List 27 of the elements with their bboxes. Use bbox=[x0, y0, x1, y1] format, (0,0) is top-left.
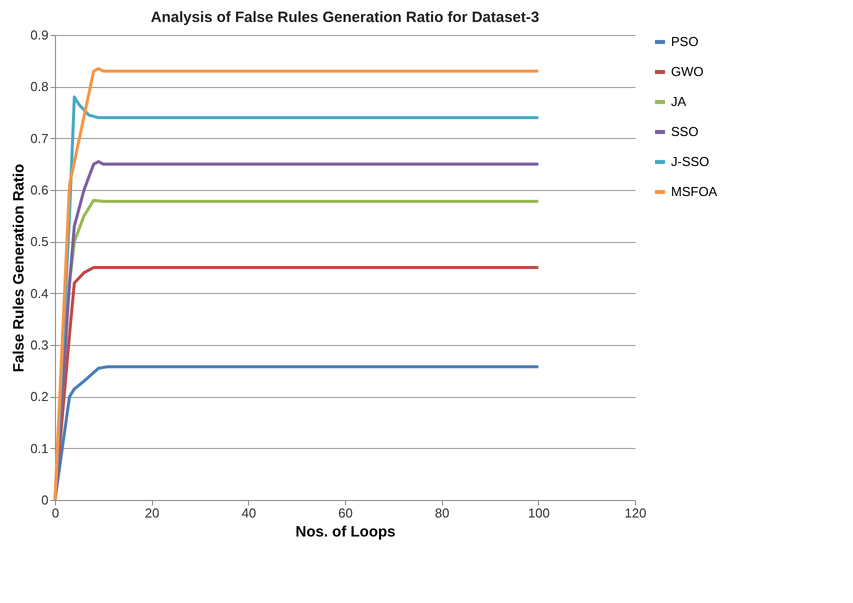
x-tick-label: 20 bbox=[144, 506, 160, 520]
x-tick-label: 60 bbox=[338, 506, 353, 520]
x-tick-label: 100 bbox=[528, 506, 550, 520]
x-tick-label: 120 bbox=[624, 506, 646, 520]
y-tick-label: 0.4 bbox=[30, 286, 48, 301]
y-tick-label: 0 bbox=[41, 492, 48, 508]
y-tick-label: 0.3 bbox=[30, 338, 48, 352]
x-tick-label: 40 bbox=[242, 506, 256, 520]
y-tick-label: 0.9 bbox=[30, 28, 48, 42]
y-tick-label: 0.5 bbox=[30, 234, 48, 250]
y-tick-label: 0.1 bbox=[30, 440, 48, 456]
y-axis-title: False Rules Generation Ratio bbox=[10, 164, 28, 372]
legend-label: SSO bbox=[671, 124, 698, 139]
x-axis-title: Nos. of Loops bbox=[296, 524, 396, 540]
legend-label: J-SSO bbox=[671, 154, 710, 169]
chart-title: Analysis of False Rules Generation Ratio for Dataset-3 bbox=[150, 9, 540, 26]
legend-label: MSFOA bbox=[671, 184, 718, 199]
x-tick-label: 80 bbox=[434, 506, 450, 520]
legend-label: GWO bbox=[671, 64, 704, 79]
line-series bbox=[54, 365, 540, 502]
y-tick-label: 0.8 bbox=[30, 79, 48, 94]
x-tick-label: 0 bbox=[52, 506, 60, 520]
y-tick-label: 0.7 bbox=[30, 130, 48, 146]
legend-label: JA bbox=[671, 94, 686, 109]
y-tick-label: 0.6 bbox=[30, 182, 48, 198]
y-tick-label: 0.2 bbox=[30, 389, 48, 404]
legend-label: PSO bbox=[671, 34, 698, 49]
